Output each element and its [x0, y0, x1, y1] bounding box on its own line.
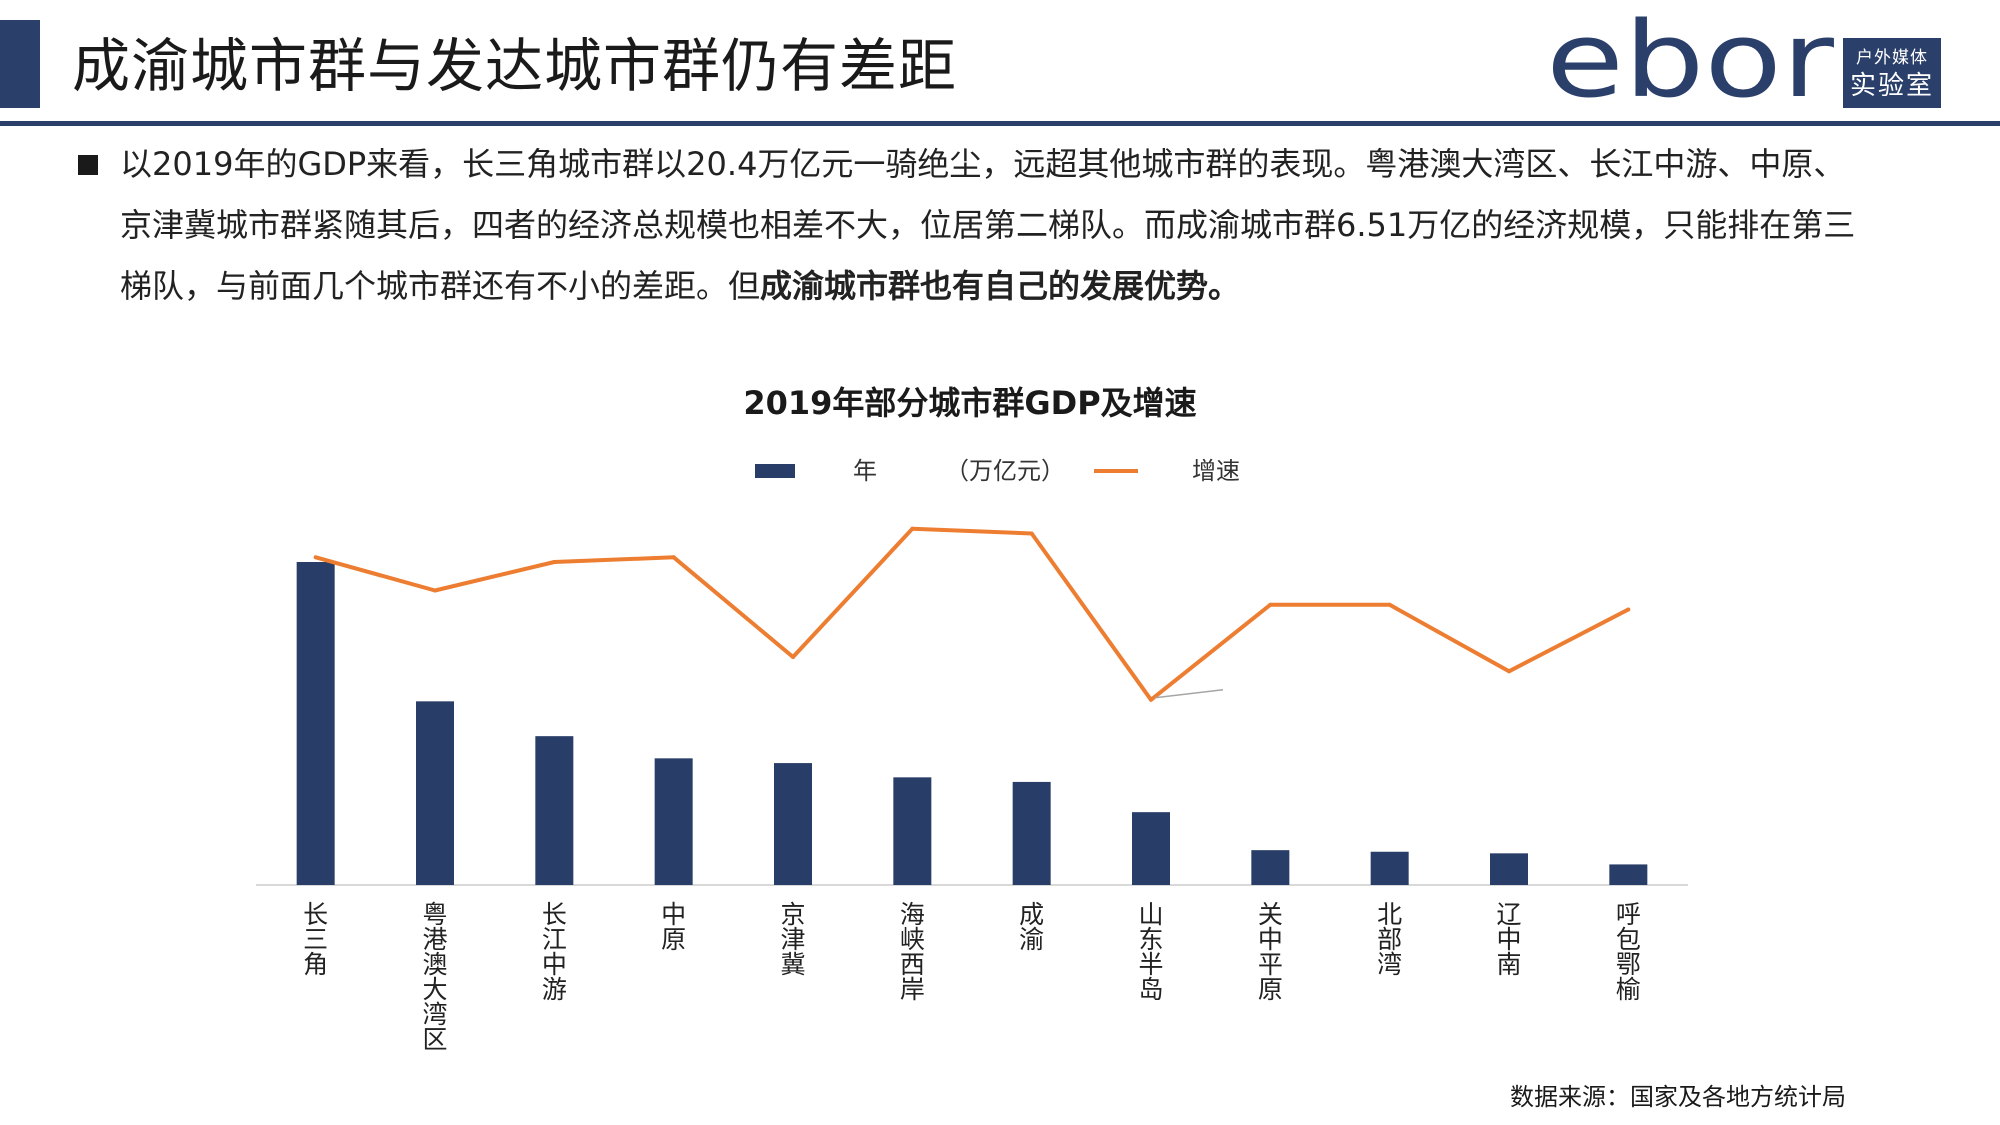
brand-badge-line2: 实验室 [1849, 71, 1934, 101]
bar-8 [1132, 812, 1170, 885]
bar-6 [893, 777, 932, 885]
bar-7 [1012, 781, 1051, 885]
bar-3 [535, 736, 574, 885]
title-accent-bar [0, 20, 40, 108]
header-divider [0, 121, 2000, 126]
growth-point-2 [433, 588, 437, 593]
bar-4 [654, 758, 693, 885]
leader-line [1154, 689, 1224, 699]
growth-point-8 [1149, 697, 1153, 702]
x-tick-label-1: 长三角 [303, 900, 328, 979]
page-title: 成渝城市群与发达城市群仍有差距 [72, 32, 958, 100]
legend-bar-label-year: 年 [853, 457, 877, 485]
summary-paragraph: 以2019年的GDP来看，长三角城市群以20.4万亿元一骑绝尘，远超其他城市群的… [120, 134, 1860, 317]
legend-bar-label-unit: （万亿元） [945, 457, 1065, 485]
bar-5 [774, 763, 812, 885]
growth-point-11 [1507, 669, 1511, 674]
legend-line-swatch [1094, 469, 1138, 473]
chart-title: 2019年部分城市群GDP及增速 [743, 384, 1197, 422]
bar-9 [1251, 850, 1290, 885]
legend-line-label: 增速 [1192, 457, 1240, 485]
bar-1 [296, 562, 335, 885]
x-tick-label-11: 辽中南 [1496, 900, 1521, 979]
x-tick-label-12: 呼包鄂榆 [1616, 900, 1641, 1004]
bar-11 [1490, 853, 1528, 885]
growth-line [315, 526, 1630, 702]
growth-point-9 [1268, 602, 1273, 607]
growth-point-5 [791, 655, 795, 659]
x-tick-label-2: 粤港澳大湾区 [422, 900, 447, 1054]
growth-point-4 [671, 555, 676, 560]
bar-2 [416, 701, 454, 885]
summary-text: 以2019年的GDP来看，长三角城市群以20.4万亿元一骑绝尘，远超其他城市群的… [120, 145, 1856, 305]
x-tick-label-9: 关中平原 [1258, 900, 1283, 1004]
growth-point-12 [1626, 607, 1631, 612]
x-tick-label-7: 成渝 [1019, 900, 1044, 954]
growth-point-1 [313, 555, 318, 560]
growth-point-3 [552, 560, 557, 564]
brand-badge-line1: 户外媒体 [1856, 48, 1928, 68]
summary-highlight: 成渝城市群也有自己的发展优势。 [760, 267, 1241, 305]
bar-12 [1609, 864, 1648, 885]
x-tick-label-5: 京津冀 [780, 900, 805, 979]
bullet-square-icon [78, 155, 98, 175]
brand-logo: ebor [1546, 14, 1834, 114]
brand-badge: 户外媒体 实验室 [1843, 38, 1941, 108]
x-tick-label-6: 海峡西岸 [900, 900, 925, 1004]
x-tick-label-10: 北部湾 [1377, 900, 1402, 979]
source-note: 数据来源：国家及各地方统计局 [1510, 1083, 1846, 1111]
x-tick-label-4: 中原 [661, 900, 686, 954]
bar-10 [1370, 851, 1409, 885]
growth-point-7 [1029, 531, 1034, 536]
x-tick-label-8: 山东半岛 [1138, 900, 1163, 1004]
growth-point-6 [910, 526, 915, 531]
growth-point-10 [1387, 602, 1392, 607]
brand-wordmark: ebor [1546, 14, 1834, 114]
x-tick-label-3: 长江中游 [542, 900, 567, 1004]
legend-bar-swatch [755, 464, 795, 478]
